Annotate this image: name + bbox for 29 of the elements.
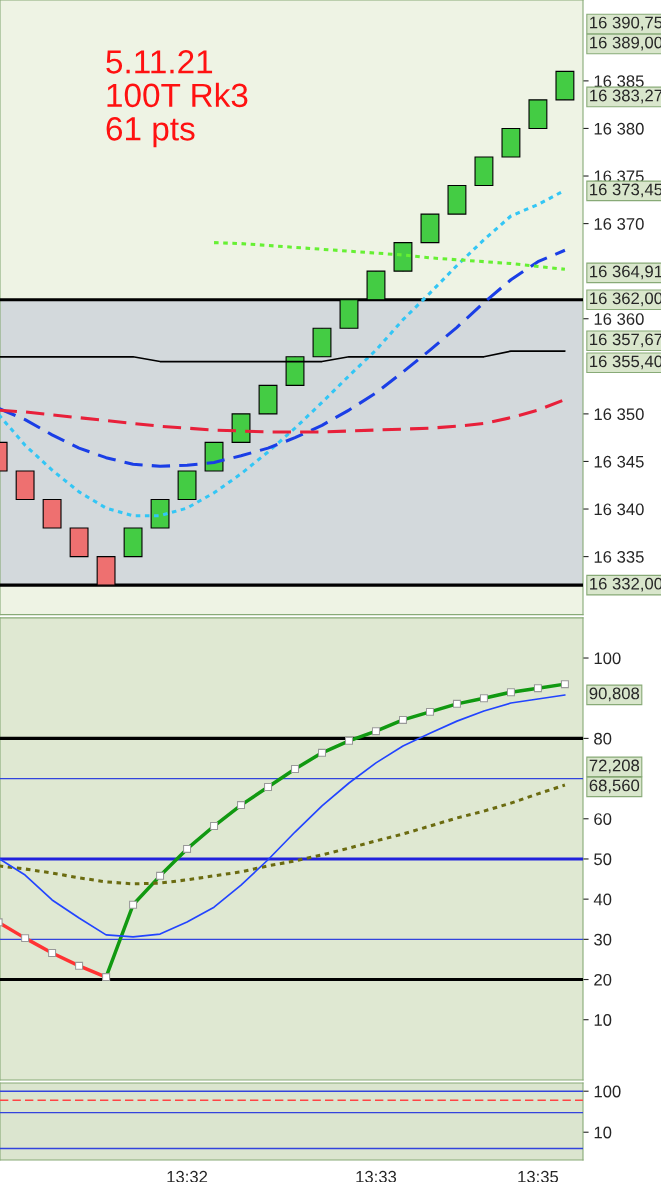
y-tick-label: 16 340: [594, 503, 644, 516]
y-tick-label: 30: [594, 933, 612, 946]
y-tick-label: 10: [594, 1126, 612, 1139]
y-tick-label: 16 380: [594, 122, 644, 135]
y-tick-label: 40: [593, 893, 612, 906]
text: 90,808: [589, 687, 640, 702]
y-tick-label: 16 360: [594, 313, 644, 325]
y-tick-label: 100: [594, 652, 621, 665]
line-series: [212, 241, 567, 271]
y-tick-label: 50: [594, 853, 612, 866]
line-series: [0, 248, 567, 468]
y-tick-label: 10: [594, 1014, 612, 1026]
y-tick-label: 80: [594, 732, 612, 745]
y-tick-label: 60: [594, 813, 612, 825]
x-tick-label: 13:35: [518, 1170, 559, 1182]
text: 72,208: [589, 759, 640, 774]
x-tick-label: 13:32: [167, 1170, 208, 1182]
x-tick-label: 13:33: [356, 1170, 397, 1182]
y-tick-label: 20: [594, 973, 612, 986]
y-tick-label: 100: [594, 1085, 621, 1098]
line-series: [0, 694, 566, 938]
y-tick-label: 16 335: [594, 551, 644, 563]
y-tick-label: 16 345: [594, 455, 644, 468]
y-tick-label: 16 350: [594, 408, 644, 421]
text: 5.11.21 100T Rk3 61 pts: [106, 50, 248, 148]
y-tick-label: 16 385: [594, 75, 644, 88]
y-tick-label: 16 370: [594, 217, 644, 230]
text: 68,560: [589, 779, 640, 794]
line-series: [0, 783, 567, 886]
